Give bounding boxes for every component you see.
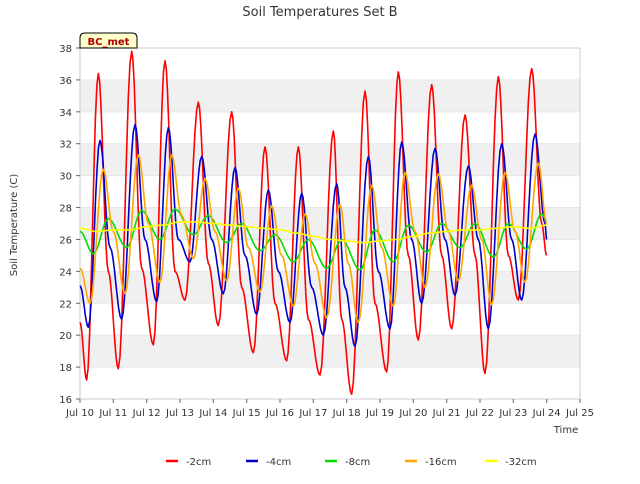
y-tick-label: 24 [59, 267, 72, 278]
y-tick-label: 34 [59, 108, 72, 119]
x-tick-label: Jul 21 [432, 408, 461, 419]
y-tick-label: 38 [59, 44, 72, 55]
legend-label: -4cm [266, 457, 291, 468]
x-axis-label: Time [553, 425, 578, 436]
grid-band [80, 48, 580, 80]
x-tick-label: Jul 16 [265, 408, 294, 419]
y-axis-label: Soil Temperature (C) [9, 174, 20, 277]
grid-band [80, 335, 580, 368]
x-tick-label: Jul 10 [65, 408, 94, 419]
x-tick-label: Jul 20 [398, 408, 427, 419]
grid-band [80, 79, 580, 112]
x-tick-label: Jul 18 [332, 408, 361, 419]
x-tick-label: Jul 19 [365, 408, 394, 419]
plot-frame [79, 47, 581, 400]
x-tick-label: Jul 17 [298, 408, 327, 419]
x-tick-label: Jul 25 [565, 408, 594, 419]
x-tick-label: Jul 12 [132, 408, 161, 419]
series-line-4cm [79, 123, 548, 348]
series-line-32cm [79, 221, 547, 244]
chart-title: Soil Temperatures Set B [242, 5, 397, 20]
x-tick-label: Jul 23 [498, 408, 527, 419]
site-label-background [79, 32, 138, 49]
x-tick-label: Jul 14 [198, 408, 227, 419]
x-tick-label: Jul 13 [165, 408, 194, 419]
y-axis: 16 18 20 22 24 26 28 30 32 34 36 38 [59, 44, 80, 406]
y-tick-label: 32 [59, 140, 72, 151]
y-tick-label: 36 [59, 76, 72, 87]
y-tick-label: 26 [59, 235, 72, 246]
y-tick-label: 20 [59, 331, 72, 342]
legend-label: -16cm [425, 457, 457, 468]
series-layer [79, 50, 548, 395]
y-tick-label: 28 [59, 204, 72, 215]
grid-band [80, 303, 580, 336]
y-tick-label: 22 [59, 299, 72, 310]
legend: -2cm -4cm -8cm -16cm -32cm [166, 457, 537, 468]
series-line-2cm [79, 50, 548, 395]
y-tick-label: 16 [59, 395, 72, 406]
legend-label: -32cm [505, 457, 537, 468]
legend-label: -2cm [186, 457, 211, 468]
x-tick-label: Jul 24 [532, 408, 561, 419]
site-label: BC_met [88, 37, 130, 48]
x-tick-label: Jul 11 [98, 408, 127, 419]
x-axis: Jul 10 Jul 11 Jul 12 Jul 13 Jul 14 Jul 15 Jul … [65, 399, 594, 419]
grid-band [80, 367, 580, 399]
x-tick-label: Jul 15 [232, 408, 261, 419]
grid-band [80, 111, 580, 144]
y-tick-label: 30 [59, 172, 72, 183]
y-tick-label: 18 [59, 363, 72, 374]
site-label-box: BC_met [79, 32, 138, 49]
legend-label: -8cm [345, 457, 370, 468]
x-tick-label: Jul 22 [465, 408, 494, 419]
series-line-16cm [79, 154, 548, 324]
